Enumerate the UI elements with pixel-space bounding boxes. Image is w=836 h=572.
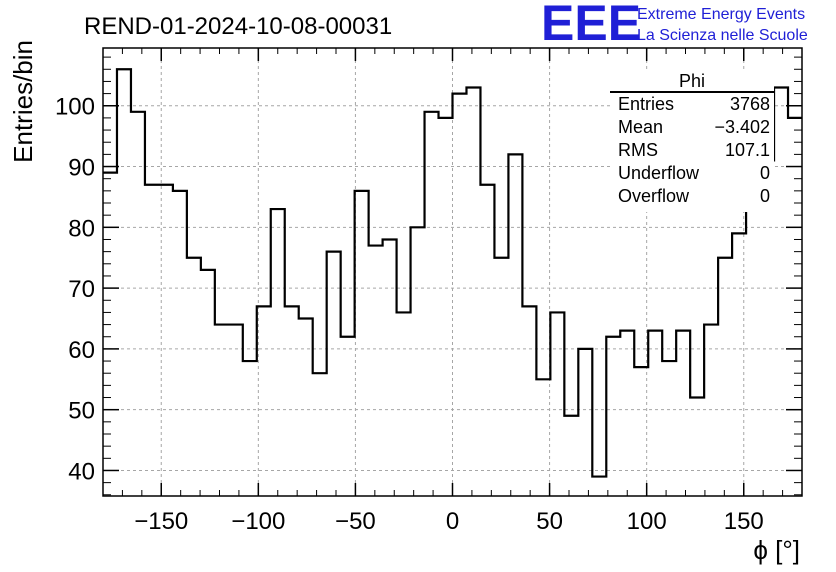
stats-row-value: 3768 bbox=[730, 94, 770, 114]
stats-row-value: 0 bbox=[760, 186, 770, 206]
y-tick-label: 80 bbox=[68, 215, 95, 242]
x-tick-labels: −150 −100 −50 0 50 100 150 bbox=[134, 508, 764, 535]
y-tick-label: 70 bbox=[68, 276, 95, 303]
stats-row-label: Overflow bbox=[618, 186, 690, 206]
stats-row-label: Entries bbox=[618, 94, 674, 114]
stats-row-value: −3.402 bbox=[714, 117, 770, 137]
stats-rows: Entries 3768 Mean −3.402 RMS 107.1 Underflow 0 O… bbox=[618, 94, 770, 206]
stats-row-value: 107.1 bbox=[725, 140, 770, 160]
y-tick-label: 100 bbox=[55, 94, 95, 121]
y-tick-label: 90 bbox=[68, 155, 95, 182]
stats-row-label: Underflow bbox=[618, 163, 700, 183]
y-tick-label: 50 bbox=[68, 398, 95, 425]
x-tick-label: −100 bbox=[231, 508, 285, 535]
histogram-series bbox=[103, 68, 802, 478]
logo-line-2: La Scienza nelle Scuole bbox=[637, 27, 808, 44]
x-tick-label: 100 bbox=[627, 508, 667, 535]
logo-line-1: Extreme Energy Events bbox=[637, 6, 805, 23]
stats-title: Phi bbox=[679, 71, 705, 91]
eee-logo: EEE Extreme Energy Events La Scienza nel… bbox=[541, 0, 808, 51]
stats-row-label: RMS bbox=[618, 140, 658, 160]
stats-box-background bbox=[610, 70, 774, 212]
x-tick-label: 150 bbox=[724, 508, 764, 535]
axis-ticks bbox=[102, 48, 803, 496]
x-tick-label: −50 bbox=[335, 508, 376, 535]
stats-box: Phi Entries 3768 Mean −3.402 RMS 107.1 Underfl… bbox=[610, 70, 774, 212]
y-axis-title: Entries/bin bbox=[8, 40, 38, 163]
y-tick-labels: 40 50 60 70 80 90 100 bbox=[55, 94, 95, 486]
x-tick-label: 0 bbox=[446, 508, 459, 535]
y-tick-label: 40 bbox=[68, 458, 95, 485]
histogram-step-line bbox=[103, 68, 802, 478]
x-tick-label: −150 bbox=[134, 508, 188, 535]
stats-row-label: Mean bbox=[618, 117, 663, 137]
x-axis-title: ϕ [°] bbox=[753, 535, 800, 565]
x-tick-label: 50 bbox=[536, 508, 563, 535]
stats-row-value: 0 bbox=[760, 163, 770, 183]
chart-title: REND-01-2024-10-08-00031 bbox=[84, 13, 392, 40]
y-tick-label: 60 bbox=[68, 337, 95, 364]
logo-letters: EEE bbox=[541, 0, 641, 51]
